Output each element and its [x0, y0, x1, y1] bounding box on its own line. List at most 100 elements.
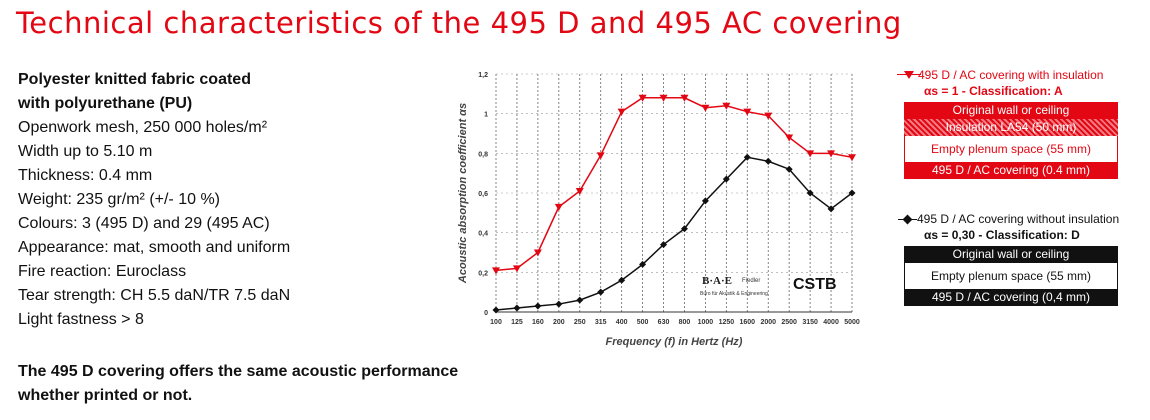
data-point-with-insulation [512, 265, 521, 273]
x-tick-label: 5000 [844, 319, 860, 326]
layer-plenum: Empty plenum space (55 mm) [904, 263, 1118, 289]
data-point-without-insulation [555, 300, 563, 308]
data-point-with-insulation [722, 102, 731, 110]
x-tick-label: 315 [595, 319, 607, 326]
data-point-with-insulation [764, 112, 773, 120]
spec-line: Weight: 235 gr/m² (+/- 10 %) [18, 191, 220, 208]
series-line [495, 156, 853, 311]
x-axis-label: Frequency (f) in Hertz (Hz) [606, 336, 743, 348]
data-point-without-insulation [785, 165, 793, 173]
spec-line: Tear strength: CH 5.5 daN/TR 7.5 daN [18, 287, 291, 304]
data-point-with-insulation [617, 108, 626, 116]
legend-label-with: 495 D / AC covering with insulation [918, 68, 1104, 82]
data-point-without-insulation [722, 175, 730, 183]
y-tick-label: 0 [484, 310, 488, 317]
x-tick-label: 250 [574, 319, 586, 326]
x-tick-label: 4000 [823, 319, 839, 326]
data-point-without-insulation [597, 288, 605, 296]
specs-block: Polyester knitted fabric coated with pol… [18, 68, 478, 332]
spec-line: Openwork mesh, 250 000 holes/m² [18, 119, 268, 136]
specs-heading-1: Polyester knitted fabric coated [18, 71, 251, 88]
layer-covering: 495 D / AC covering (0.4 mm) [904, 162, 1118, 179]
spec-line: Appearance: mat, smooth and uniform [18, 239, 291, 256]
data-point-without-insulation [534, 302, 542, 310]
y-tick-label: 1,2 [478, 72, 488, 79]
data-point-with-insulation [701, 104, 710, 112]
spec-line: Colours: 3 (495 D) and 29 (495 AC) [18, 215, 270, 232]
data-point-with-insulation [659, 94, 668, 102]
x-tick-label: 1600 [740, 319, 756, 326]
data-point-with-insulation [492, 267, 500, 275]
y-tick-label: 0,8 [478, 151, 488, 158]
alpha-without: αs = 0,30 - Classification: D [924, 228, 1080, 242]
fiedler-logo-text: Fiedler [742, 278, 760, 284]
data-point-without-insulation [492, 306, 500, 314]
bae-logo: B·A·E [702, 275, 732, 287]
data-point-with-insulation [827, 150, 836, 158]
printing-note: The 495 D covering offers the same acous… [18, 360, 488, 408]
x-tick-label: 1000 [698, 319, 714, 326]
x-tick-label: 2500 [781, 319, 797, 326]
note-line-2: whether printed or not. [18, 387, 193, 404]
x-tick-label: 500 [637, 319, 649, 326]
cstb-logo: CSTB [793, 276, 837, 293]
data-point-without-insulation [639, 260, 647, 268]
layer-stack-with: Original wall or ceiling Insulation LA54… [904, 102, 1118, 179]
legend-label-without: 495 D / AC covering without insulation [917, 212, 1120, 226]
x-tick-label: 125 [511, 319, 523, 326]
series-line [495, 97, 853, 272]
legend-without-insulation: 495 D / AC covering without insulation α… [902, 212, 1144, 306]
layer-plenum: Empty plenum space (55 mm) [904, 136, 1118, 162]
data-point-without-insulation [764, 157, 772, 165]
alpha-with: αs = 1 - Classification: A [924, 84, 1063, 98]
data-point-without-insulation [660, 241, 668, 249]
data-point-without-insulation [680, 225, 688, 233]
data-point-with-insulation [638, 94, 647, 102]
layer-insulation: Insulation LA54 (50 mm) [904, 119, 1118, 136]
x-tick-label: 1250 [719, 319, 735, 326]
spec-line: Fire reaction: Euroclass [18, 263, 187, 280]
data-point-without-insulation [701, 197, 709, 205]
absorption-chart: 0 0,2 0,4 0,6 0,8 1 1,2 100 125 160 200 250 315 400 50… [457, 72, 860, 348]
x-tick-label: 200 [553, 319, 565, 326]
legend-with-insulation: 495 D / AC covering with insulation αs =… [897, 68, 1144, 179]
data-point-without-insulation [806, 189, 814, 197]
y-tick-label: 0,2 [478, 270, 488, 277]
data-point-with-insulation [533, 249, 542, 257]
spec-line: Thickness: 0.4 mm [18, 167, 153, 184]
data-point-without-insulation [848, 189, 856, 197]
data-point-with-insulation [596, 152, 605, 160]
data-point-with-insulation [554, 203, 563, 211]
bae-subtitle: Büro für Akustik & Engineering [700, 291, 768, 297]
spec-line: Width up to 5.10 m [18, 143, 153, 160]
data-point-with-insulation [743, 108, 752, 116]
note-line-1: The 495 D covering offers the same acous… [18, 363, 459, 380]
data-point-without-insulation [576, 296, 584, 304]
data-point-without-insulation [743, 153, 751, 161]
y-tick-label: 0,4 [478, 231, 488, 238]
data-point-with-insulation [680, 94, 689, 102]
y-tick-label: 1 [484, 112, 488, 119]
x-tick-label: 400 [616, 319, 628, 326]
data-point-with-insulation [575, 188, 584, 196]
page-title: Technical characteristics of the 495 D a… [16, 6, 902, 40]
data-point-without-insulation [827, 205, 835, 213]
data-point-without-insulation [513, 304, 521, 312]
y-tick-label: 0,6 [478, 191, 488, 198]
y-axis-label: Acoustic absorption coefficient αs [457, 103, 469, 284]
data-point-without-insulation [618, 276, 626, 284]
data-point-with-insulation [848, 154, 856, 162]
x-tick-label: 100 [490, 319, 502, 326]
data-point-with-insulation [785, 134, 794, 142]
specs-heading-2: with polyurethane (PU) [18, 95, 193, 112]
spec-line: Light fastness > 8 [18, 311, 144, 328]
x-tick-label: 160 [532, 319, 544, 326]
diamond-marker-icon [902, 214, 913, 224]
x-tick-label: 800 [679, 319, 691, 326]
data-point-with-insulation [806, 150, 815, 158]
triangle-marker-icon [897, 71, 921, 79]
layer-wall: Original wall or ceiling [904, 102, 1118, 119]
layer-wall: Original wall or ceiling [904, 246, 1118, 263]
x-tick-label: 3150 [802, 319, 818, 326]
layer-covering: 495 D / AC covering (0,4 mm) [904, 289, 1118, 306]
